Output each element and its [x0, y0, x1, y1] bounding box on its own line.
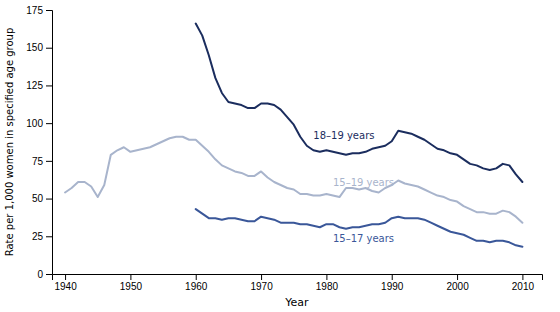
y-tick-mark	[46, 48, 52, 49]
annotation: 18–19 years	[313, 130, 374, 141]
annotation: 15–17 years	[333, 233, 394, 244]
y-tick-label: 0	[37, 269, 43, 280]
y-tick-label: 25	[32, 231, 44, 242]
y-tick: 125	[26, 80, 52, 91]
y-tick: 175	[26, 5, 52, 16]
y-tick: 25	[32, 231, 52, 242]
x-tick: 2000	[446, 274, 469, 292]
series-line	[196, 24, 523, 182]
x-tick-label: 1940	[54, 281, 77, 292]
x-tick: 1990	[381, 274, 404, 292]
plot: 1940 1950 1960 1970 1980 1990 2000 2010 0 25 50 75 1…	[26, 5, 542, 292]
x-tick-label: 2000	[446, 281, 469, 292]
x-tick-mark	[65, 274, 66, 280]
series-line	[65, 137, 522, 223]
y-tick-mark	[46, 10, 52, 11]
y-axis: 0 25 50 75 100 125 150 175	[26, 5, 52, 280]
x-tick-mark	[392, 274, 393, 280]
x-axis: 1940 1950 1960 1970 1980 1990 2000 2010	[53, 274, 543, 292]
x-tick: 2010	[512, 274, 535, 292]
x-tick-label: 1960	[185, 281, 208, 292]
x-tick-mark	[522, 274, 523, 280]
x-axis-line	[53, 275, 543, 281]
y-tick: 150	[26, 42, 52, 53]
y-axis-line	[46, 11, 53, 275]
y-tick-mark	[46, 123, 52, 124]
series-line	[196, 209, 523, 247]
x-tick-label: 1970	[250, 281, 273, 292]
y-tick-mark	[46, 199, 52, 200]
y-tick-label: 150	[26, 42, 43, 53]
y-tick: 100	[26, 118, 52, 129]
x-tick: 1980	[316, 274, 339, 292]
chart: 1940 1950 1960 1970 1980 1990 2000 2010 0 25 50 75 1…	[0, 0, 560, 312]
x-tick: 1940	[54, 274, 77, 292]
x-tick-mark	[196, 274, 197, 280]
x-tick-label: 1950	[120, 281, 143, 292]
y-tick: 0	[37, 269, 52, 280]
y-tick-label: 75	[32, 156, 44, 167]
x-tick-mark	[261, 274, 262, 280]
x-tick-label: 1990	[381, 281, 404, 292]
y-tick-label: 100	[26, 118, 43, 129]
y-tick-label: 175	[26, 5, 43, 16]
y-tick-mark	[46, 161, 52, 162]
x-tick-mark	[326, 274, 327, 280]
x-tick: 1950	[120, 274, 143, 292]
x-tick: 1970	[250, 274, 273, 292]
y-tick-mark	[46, 274, 52, 275]
y-tick-mark	[46, 236, 52, 237]
y-tick: 50	[32, 193, 52, 204]
lines	[65, 24, 522, 247]
y-tick-mark	[46, 85, 52, 86]
x-tick-label: 1980	[316, 281, 339, 292]
y-axis-title: Rate per 1,000 women in specified age gr…	[4, 28, 15, 257]
x-axis-title: Year	[284, 296, 309, 309]
x-tick-mark	[457, 274, 458, 280]
x-tick-mark	[130, 274, 131, 280]
annotation: 15–19 years	[333, 177, 394, 188]
x-tick-label: 2010	[512, 281, 535, 292]
x-tick: 1960	[185, 274, 208, 292]
y-tick-label: 125	[26, 80, 43, 91]
y-tick-label: 50	[32, 193, 44, 204]
annotations: 18–19 years 15–19 years 15–17 years	[313, 130, 394, 244]
y-tick: 75	[32, 156, 52, 167]
